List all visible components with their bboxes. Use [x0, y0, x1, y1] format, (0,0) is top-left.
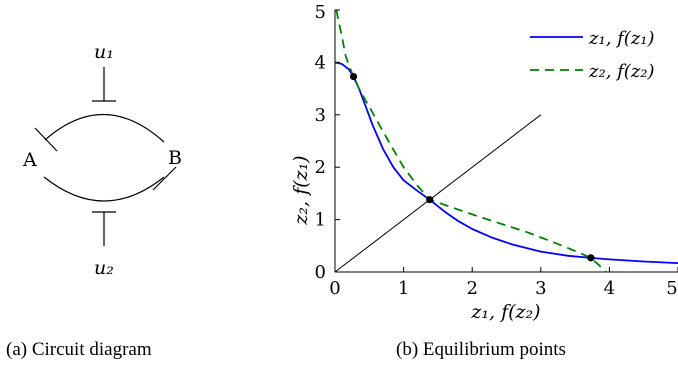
equilibrium-point	[587, 254, 595, 262]
y-axis-label: z₂, f(z₁)	[290, 155, 312, 225]
caption-b: (b) Equilibrium points	[396, 339, 566, 360]
y-tick-label: 5	[315, 2, 326, 23]
chart-points	[349, 72, 595, 262]
legend-label-series-2: z₂, f(z₂)	[588, 61, 655, 82]
x-tick-label: 5	[666, 278, 677, 299]
y-tick-label: 3	[315, 105, 326, 126]
chart-ticks: 0 1 2 3 4 5 0 1 2 3 4 5	[315, 2, 678, 299]
label-u2: u₂	[94, 257, 114, 279]
lower-arc	[43, 176, 165, 202]
legend-label-series-1: z₁, f(z₁)	[588, 28, 655, 49]
equilibrium-point	[349, 72, 358, 81]
chart-axes	[334, 10, 678, 273]
label-u1: u₁	[94, 41, 114, 63]
y-tick-label: 2	[315, 157, 326, 178]
y-tick-label: 0	[315, 262, 326, 283]
series-line-2	[335, 9, 607, 273]
a-top-bar	[34, 127, 58, 152]
b-bottom-bar	[152, 166, 177, 191]
caption-a: (a) Circuit diagram	[6, 339, 152, 360]
series-line-3	[334, 114, 542, 273]
legend-box	[526, 22, 674, 88]
x-tick-label: 0	[329, 278, 340, 299]
chart-legend: z₁, f(z₁) z₂, f(z₂)	[526, 22, 674, 88]
x-tick-label: 3	[535, 278, 546, 299]
x-axis-label: z₁, f(z₂)	[470, 301, 540, 323]
label-b: B	[168, 147, 182, 169]
equilibrium-point	[426, 196, 434, 204]
label-a: A	[22, 149, 37, 171]
x-tick-label: 2	[466, 278, 477, 299]
y-tick-label: 1	[315, 210, 326, 231]
y-tick-label: 4	[315, 52, 326, 73]
x-tick-label: 4	[604, 278, 615, 299]
upper-arc	[44, 113, 165, 143]
x-tick-label: 1	[398, 278, 409, 299]
